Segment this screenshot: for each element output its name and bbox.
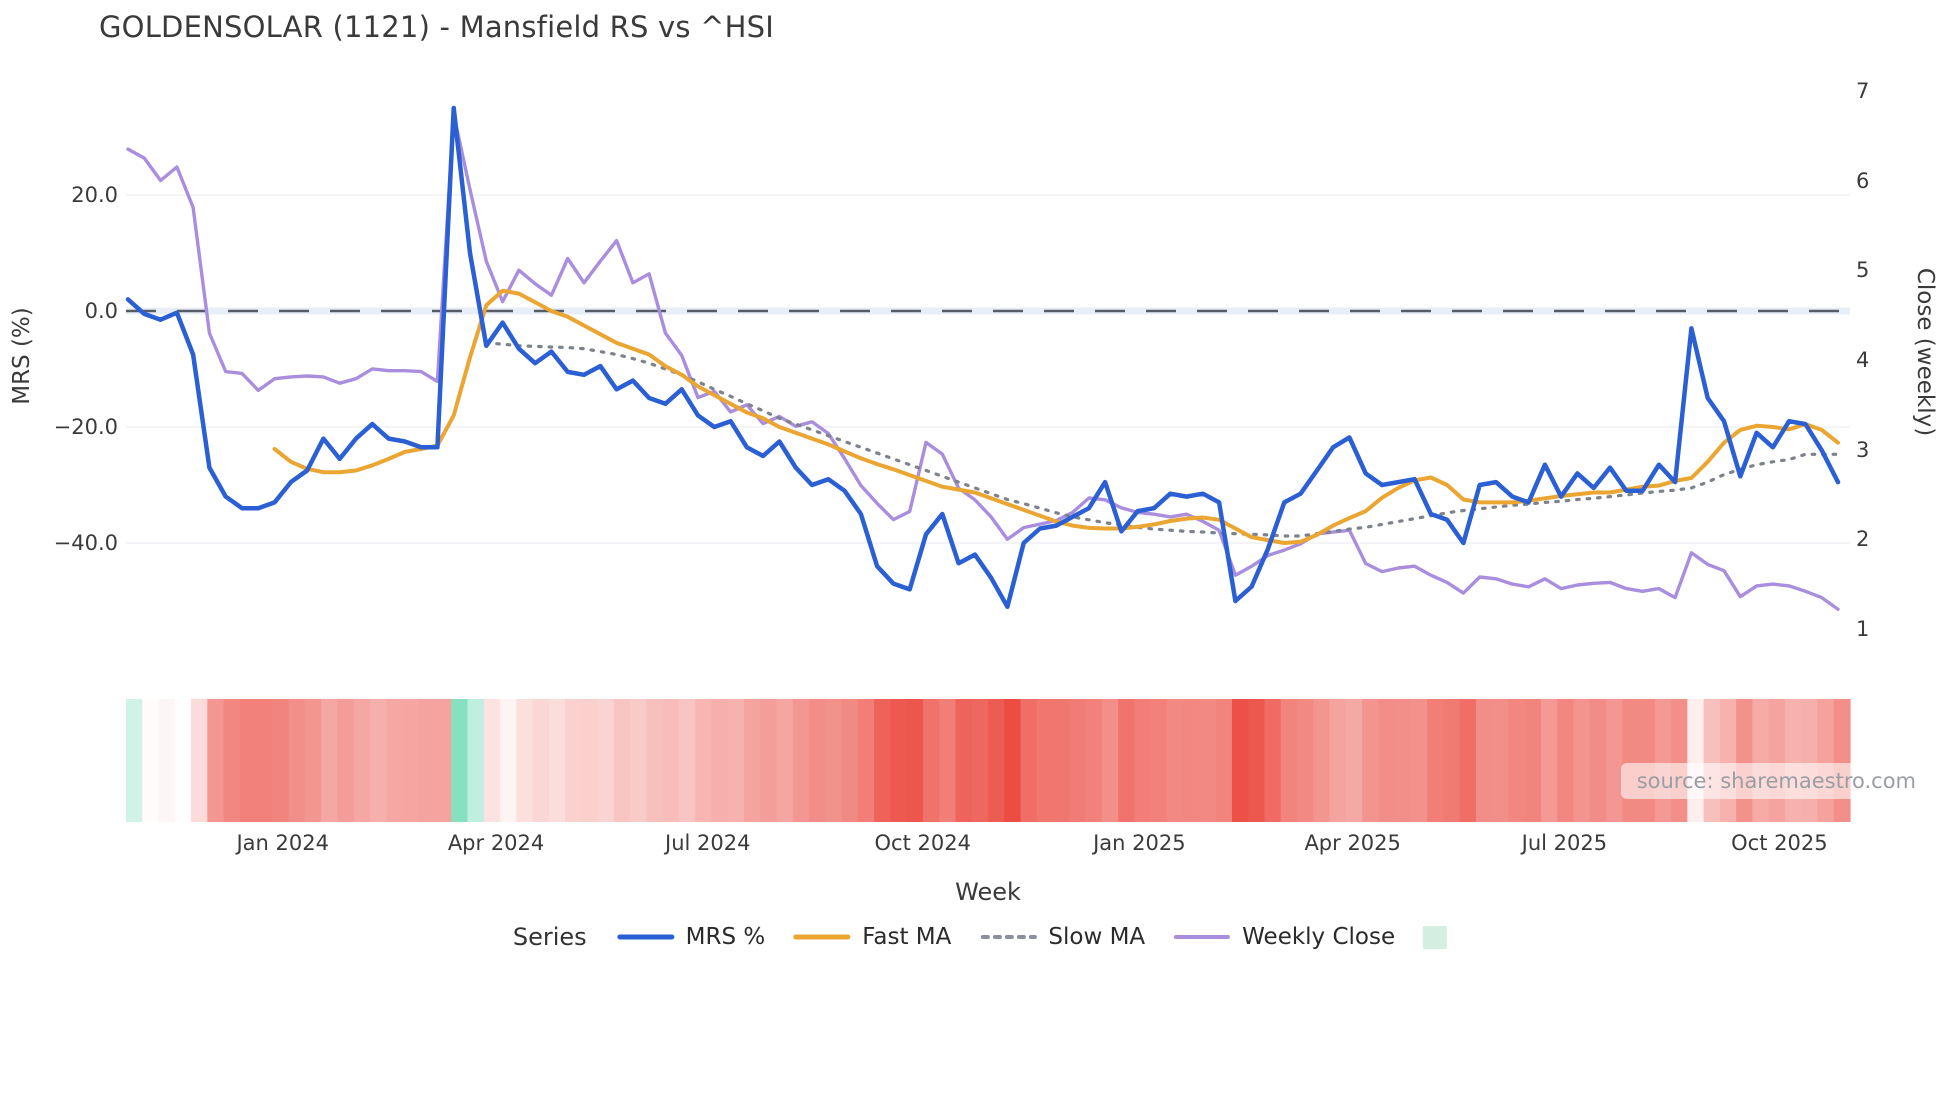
y-tick-left: 0.0 (84, 299, 118, 323)
legend-item-label: MRS % (685, 924, 766, 950)
fast-ma-line-swatch-icon (793, 934, 851, 940)
legend-item-mrs[interactable]: MRS % (617, 924, 766, 950)
x-tick: Jan 2024 (236, 831, 329, 855)
y-tick-right: 3 (1856, 437, 1870, 462)
x-tick: Oct 2025 (1731, 831, 1828, 855)
chart-title: GOLDENSOLAR (1121) - Mansfield RS vs ^HS… (99, 10, 775, 44)
legend-title: Series (512, 923, 587, 951)
x-tick: Jul 2025 (1521, 831, 1608, 855)
x-tick: Jan 2025 (1093, 831, 1186, 855)
y-tick-right: 2 (1856, 527, 1870, 552)
weekly-close-line-swatch-icon (1174, 935, 1231, 939)
legend-item-weekly-close[interactable]: Weekly Close (1173, 924, 1395, 950)
y-tick-right: 7 (1856, 78, 1870, 103)
legend-item-label: Slow MA (1048, 924, 1146, 950)
y-tick-right: 5 (1856, 258, 1870, 283)
x-tick: Jul 2024 (665, 831, 751, 855)
y-tick-right: 1 (1856, 617, 1870, 641)
legend-item-label: Weekly Close (1242, 924, 1396, 950)
legend-item-label: Fast MA (862, 924, 952, 950)
y-axis-title-left: MRS (%) (9, 307, 35, 405)
source-watermark: source: sharemaestro.com (1620, 763, 1932, 799)
mrs-line-swatch-icon (617, 934, 675, 940)
x-tick: Oct 2024 (874, 831, 971, 855)
x-axis-title: Week (955, 878, 1021, 906)
y-tick-left: −40.0 (53, 531, 118, 555)
y-tick-left: −20.0 (53, 415, 118, 439)
heatmap-swatch-icon (1423, 925, 1448, 949)
slow-ma-dotted-swatch-icon (980, 935, 1037, 939)
legend-item-slow-ma[interactable]: Slow MA (979, 924, 1145, 950)
legend-item-fast-ma[interactable]: Fast MA (793, 924, 951, 950)
y-axis-title-right: Close (weekly) (1912, 267, 1938, 437)
y-tick-left: 20.0 (71, 183, 118, 207)
y-tick-right: 4 (1856, 347, 1870, 372)
legend-item-heatmap[interactable] (1423, 925, 1448, 949)
x-tick: Apr 2025 (1304, 831, 1401, 855)
y-tick-right: 6 (1856, 168, 1870, 193)
x-tick: Apr 2024 (447, 831, 545, 855)
legend: Series MRS % Fast MA Slow MA Weekly Clos… (512, 923, 1448, 951)
